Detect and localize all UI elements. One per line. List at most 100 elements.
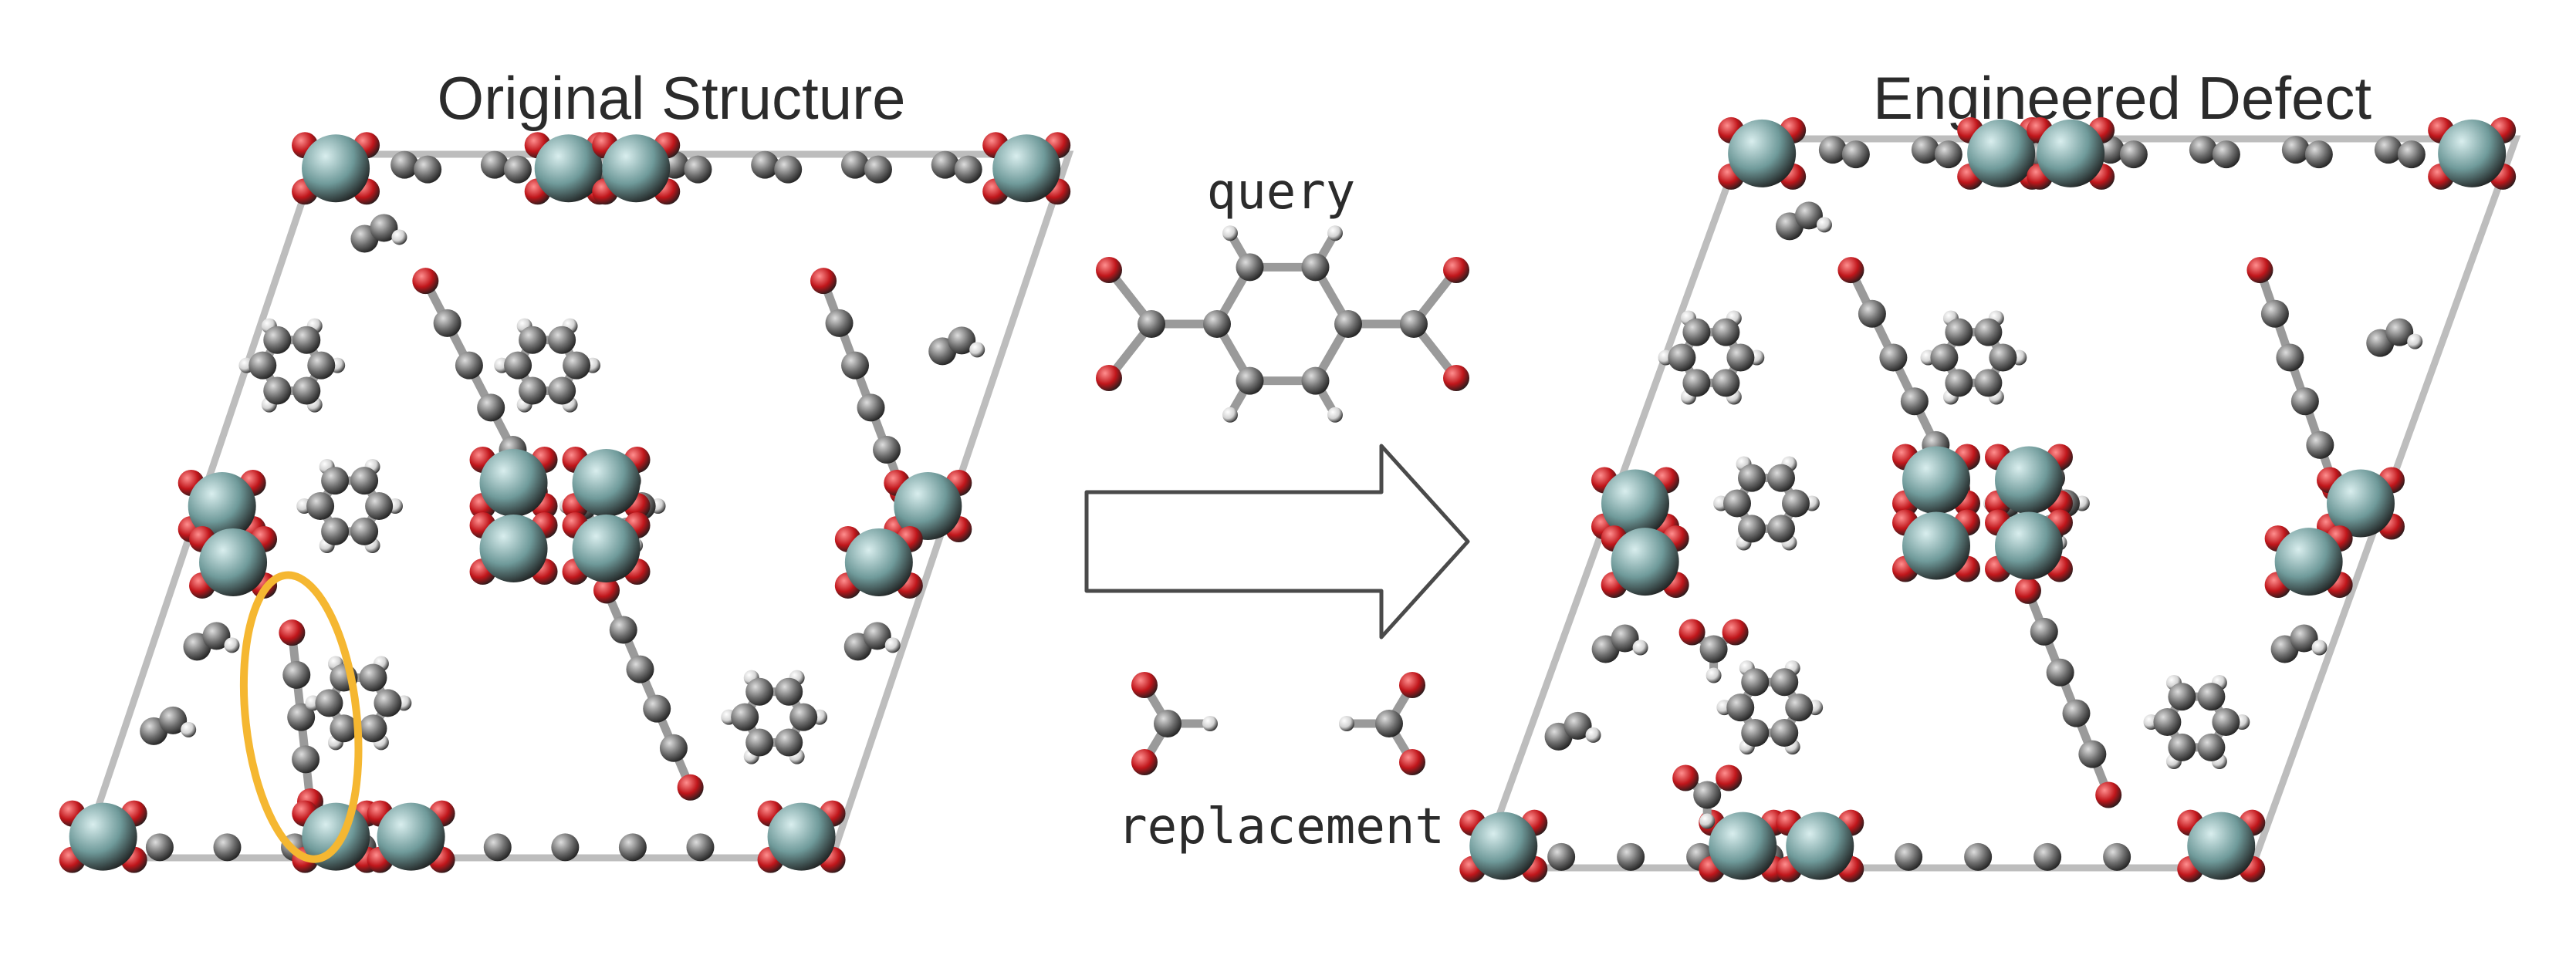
hydrogen-atom [2407,333,2423,349]
carbon-atom [659,734,688,762]
carbon-atom [1236,366,1264,395]
hydrogen-atom [1222,407,1238,423]
hydrogen-atom [1339,716,1354,731]
carbon-atom [1911,136,1939,164]
metal-atom [894,472,962,540]
carbon-atom [643,694,671,723]
carbon-atom [315,689,343,717]
carbon-atom [350,467,379,495]
hydrogen-atom [1699,813,1716,829]
carbon-atom [548,376,576,405]
metal-atom [377,802,445,871]
carbon-atom [307,351,336,380]
oxygen-atom [1096,365,1122,391]
hydrogen-atom [1327,225,1343,241]
carbon-atom [1858,299,1886,328]
carbon-atom [774,155,803,184]
carbon-atom [551,833,580,862]
carbon-atom [840,150,869,179]
oxygen-atom [412,268,439,295]
metal-atom [2037,119,2105,187]
metal-atom [302,134,370,203]
highlight-ellipse [239,571,363,863]
carbon-atom [1301,253,1330,282]
carbon-atom [1611,624,1639,653]
metal-atom [602,134,671,203]
carbon-atom [1375,710,1403,737]
carbon-atom [789,703,818,731]
carbon-atom [1726,343,1755,372]
metal-atom [572,449,641,517]
carbon-atom [455,351,483,380]
carbon-atom [864,155,892,184]
carbon-atom [2197,683,2226,711]
carbon-atom [1782,489,1810,518]
hydrogen-atom [391,229,407,245]
oxygen-atom [593,577,620,604]
metal-atom [844,528,913,596]
carbon-atom [731,703,759,731]
oxygen-atom [1131,749,1158,775]
carbon-atom [2168,733,2196,761]
carbon-atom [626,655,654,683]
carbon-atom [1668,343,1696,372]
carbon-atom [775,677,803,706]
carbon-atom [2374,136,2402,164]
carbon-atom [948,326,976,355]
carbon-atom [1930,343,1959,372]
oxygen-atom [677,774,704,801]
carbon-atom [954,155,982,184]
carbon-atom [1785,693,1814,722]
carbon-atom [321,467,350,495]
carbon-atom [1154,710,1182,737]
carbon-atom [1301,366,1330,395]
carbon-atom [433,309,461,337]
carbon-atom [2062,699,2091,727]
carbon-atom [1841,140,1870,169]
carbon-atom [1879,343,1908,372]
carbon-atom [477,393,505,422]
carbon-atom [2290,387,2319,416]
carbon-atom [519,326,547,354]
oxygen-atom [1716,764,1743,791]
carbon-atom [1693,781,1722,809]
carbon-atom [414,155,442,184]
carbon-atom [1794,201,1823,230]
carbon-atom [2030,617,2058,646]
metal-atom [1902,446,1970,515]
carbon-atom [775,728,803,757]
carbon-atom [292,745,320,774]
carbon-atom [931,150,959,179]
carbon-atom [1770,668,1799,697]
carbon-atom [480,150,509,179]
hydrogen-atom [1706,667,1722,683]
oxygen-atom [1399,749,1425,775]
metal-atom [479,515,548,582]
carbon-atom [563,351,591,380]
replacement-label: replacement [1117,798,1445,855]
oxygen-atom [1722,619,1749,646]
metal-atom [1786,812,1854,880]
carbon-atom [374,689,402,717]
carbon-atom [2046,658,2074,687]
oxygen-atom [810,268,837,295]
carbon-atom [1770,719,1799,747]
hydrogen-atom [181,721,197,737]
carbon-atom [1934,140,1962,169]
carbon-atom [2304,140,2333,169]
carbon-atom [1547,842,1576,871]
oxygen-atom [1837,257,1864,284]
oxygen-atom [1678,619,1706,646]
hydrogen-atom [1632,639,1648,656]
carbon-atom [503,155,532,184]
carbon-atom [857,393,885,422]
carbon-atom [483,833,512,862]
carbon-atom [1738,515,1766,543]
hydrogen-atom [969,342,985,358]
oxygen-atom [279,619,306,646]
carbon-atom [1767,515,1795,543]
metal-atom [2327,469,2395,538]
oxygen-atom [1443,257,1469,283]
carbon-atom [306,492,335,520]
